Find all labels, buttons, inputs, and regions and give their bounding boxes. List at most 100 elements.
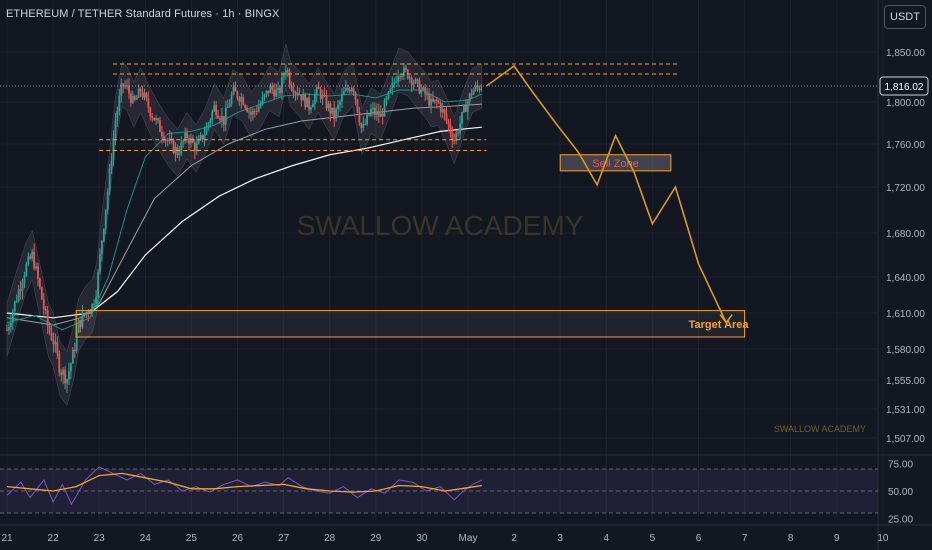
candle-body <box>9 322 12 327</box>
candle-body <box>329 103 332 114</box>
candle-body <box>60 372 63 375</box>
target-area-box <box>75 310 746 338</box>
candle-body <box>44 309 47 311</box>
sell-zone-box <box>559 154 672 172</box>
candle-body <box>147 98 150 108</box>
candle-body <box>288 72 291 86</box>
candle-body <box>46 310 49 326</box>
candle-body <box>447 120 450 125</box>
candle-body <box>463 105 465 112</box>
candle-body <box>265 90 268 95</box>
candle-body <box>437 101 440 103</box>
candle-body <box>404 67 407 70</box>
candle-body <box>11 311 14 323</box>
candle-body <box>381 113 384 117</box>
candle-body <box>112 137 115 161</box>
price-tick-label: 1,531.00 <box>886 405 925 416</box>
candle-body <box>362 124 365 128</box>
candle-body <box>126 85 128 87</box>
candle-body <box>31 251 34 259</box>
candle-body <box>389 88 392 92</box>
candle-body <box>139 88 142 92</box>
candle-body <box>304 94 307 108</box>
candle-body <box>224 107 227 125</box>
candle-body <box>468 93 471 102</box>
candle-body <box>137 88 140 98</box>
candle-body <box>319 88 322 99</box>
candle-body <box>114 120 117 138</box>
currency-unit-button[interactable]: USDT <box>884 5 926 29</box>
candle-body <box>234 87 237 92</box>
candle-body <box>217 115 219 119</box>
candle-body <box>191 138 194 143</box>
candle-body <box>391 82 394 89</box>
price-tick-label: 1,507.00 <box>886 434 925 445</box>
candle-body <box>315 87 318 95</box>
candle-body <box>364 124 367 126</box>
price-tick-label: 1,760.00 <box>886 140 925 151</box>
price-tick-label: 1,680.00 <box>886 229 925 240</box>
time-tick-label: 7 <box>742 533 748 544</box>
time-tick-label: 25 <box>186 533 198 544</box>
time-tick-label: 30 <box>416 533 428 544</box>
candle-body <box>151 116 154 118</box>
candle-body <box>176 147 179 156</box>
price-tick-label: 1,580.00 <box>886 345 925 356</box>
candle-body <box>170 138 173 140</box>
candle-body <box>174 147 177 154</box>
candle-body <box>410 77 413 85</box>
candle-body <box>52 339 55 345</box>
time-tick-label: 8 <box>788 533 794 544</box>
candle-body <box>228 104 231 108</box>
candle-body <box>273 89 276 97</box>
candle-body <box>331 107 334 114</box>
candle-body <box>263 94 266 98</box>
candle-body <box>33 251 36 269</box>
candle-body <box>110 160 113 169</box>
candle-body <box>182 141 185 143</box>
candle-body <box>29 256 32 259</box>
candle-body <box>120 83 123 96</box>
candle-body <box>222 115 225 125</box>
candle-body <box>209 119 212 124</box>
candle-body <box>397 76 400 82</box>
candle-body <box>197 138 200 144</box>
candle-body <box>399 76 401 78</box>
candle-body <box>325 95 328 109</box>
grid-lines <box>0 0 884 520</box>
candle-body <box>15 300 18 302</box>
candle-body <box>439 102 442 113</box>
candle-body <box>294 92 297 94</box>
candle-body <box>414 79 417 83</box>
candle-body <box>248 111 250 113</box>
candle-body <box>418 80 421 94</box>
candle-body <box>480 89 483 91</box>
candle-body <box>130 93 132 103</box>
candle-body <box>428 93 430 106</box>
candle-body <box>261 97 264 104</box>
candle-body <box>246 107 248 112</box>
candle-body <box>352 88 355 93</box>
candle-body <box>83 313 86 315</box>
candle-body <box>310 107 312 110</box>
candle-body <box>377 111 380 117</box>
candle-body <box>215 104 218 116</box>
candle-body <box>219 118 221 121</box>
candle-body <box>372 107 374 110</box>
time-tick-label: 3 <box>557 533 563 544</box>
candle-body <box>420 89 423 94</box>
candle-body <box>408 77 411 79</box>
candle-body <box>445 113 448 121</box>
candle-body <box>54 342 57 345</box>
time-tick-label: 6 <box>696 533 702 544</box>
price-tick-label: 1,720.00 <box>886 183 925 194</box>
candle-body <box>373 107 376 115</box>
candle-body <box>344 88 347 92</box>
price-tick-label: 1,640.00 <box>886 273 925 284</box>
candle-body <box>58 353 61 373</box>
ma-slow-line <box>6 126 482 319</box>
candle-body <box>341 94 343 102</box>
candle-body <box>118 95 121 111</box>
candle-body <box>416 79 419 81</box>
